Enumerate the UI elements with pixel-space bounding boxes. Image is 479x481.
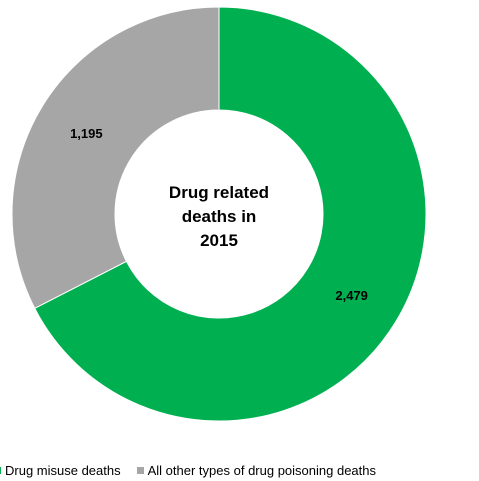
slice-other-drug-poisoning-deaths [11,6,220,309]
legend-item-other-drug-poisoning-deaths: All other types of drug poisoning deaths [136,462,376,478]
slices-layer [11,6,427,422]
center-title-line-1: Drug related [169,183,269,202]
legend-label-drug-misuse-deaths: Drug misuse deaths [5,462,121,478]
legend-swatch-green [0,466,1,474]
data-label-drug-misuse-deaths: 2,479 [335,288,368,303]
legend-item-drug-misuse-deaths: Drug misuse deaths [0,463,121,478]
legend: Drug misuse deaths All other types of dr… [0,460,376,480]
legend-label-other-drug-poisoning-deaths: All other types of drug poisoning deaths [147,462,376,478]
legend-swatch-grey [136,466,144,474]
slice-drug-misuse-deaths [34,6,427,422]
center-title-line-3: 2015 [200,231,238,250]
data-label-other-drug-poisoning-deaths: 1,195 [70,126,103,141]
center-title-line-2: deaths in [182,207,257,226]
data-labels-layer: 2,479 1,195 [70,126,368,303]
center-title: Drug related deaths in 2015 [169,183,269,250]
